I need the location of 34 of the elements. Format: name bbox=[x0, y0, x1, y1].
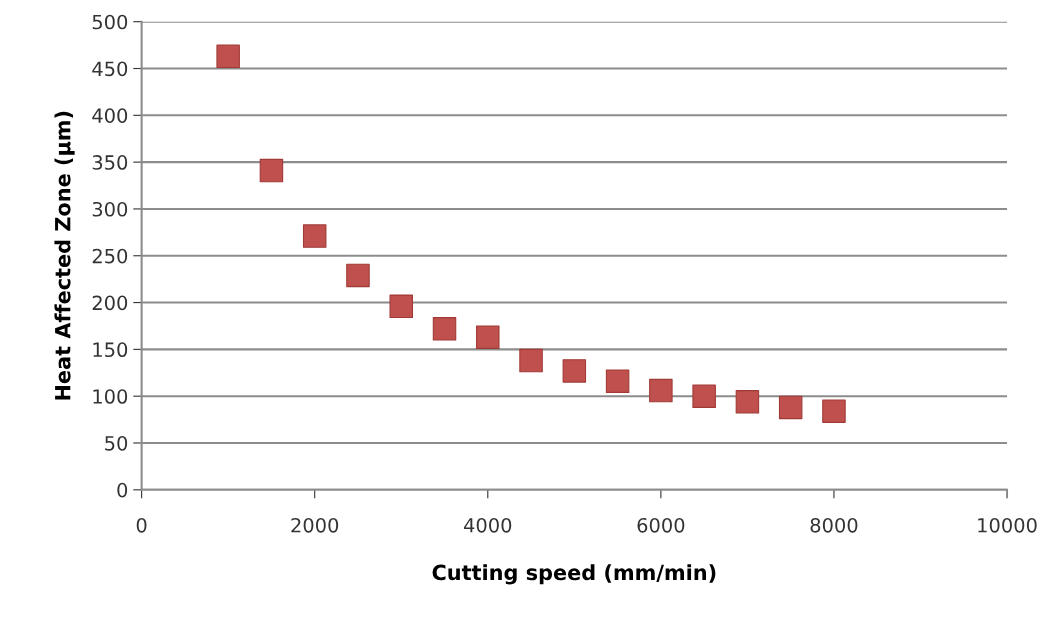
y-tick-label: 200 bbox=[92, 295, 128, 311]
y-tick-label: 400 bbox=[92, 108, 128, 123]
x-axis-title: Cutting speed (mm/min) bbox=[432, 564, 716, 585]
point bbox=[216, 44, 240, 69]
point bbox=[432, 317, 457, 341]
y-tick-label: 500 bbox=[92, 14, 128, 30]
y-tick-label: 0 bbox=[117, 482, 128, 498]
y-tick-label: 450 bbox=[92, 61, 128, 77]
x-tick-label: 6000 bbox=[637, 517, 685, 533]
x-tick-label: 10000 bbox=[978, 517, 1037, 533]
y-tick-label: 300 bbox=[92, 201, 128, 217]
y-tick-label: 50 bbox=[105, 435, 128, 451]
point bbox=[562, 359, 587, 383]
y-tick-label: 100 bbox=[93, 389, 128, 404]
point bbox=[778, 395, 803, 420]
x-tick-label: 2000 bbox=[291, 517, 339, 533]
x-tick-label: 8000 bbox=[810, 517, 858, 533]
point bbox=[519, 348, 543, 373]
x-tick-label: 0 bbox=[136, 517, 147, 533]
point bbox=[605, 369, 630, 393]
point bbox=[302, 224, 327, 248]
y-tick-label: 350 bbox=[92, 155, 128, 170]
y-axis-title: Heat Affected Zone (µm) bbox=[54, 111, 75, 400]
point bbox=[692, 384, 716, 408]
point bbox=[259, 158, 284, 183]
y-tick-label: 250 bbox=[92, 248, 128, 264]
y-tick-label: 150 bbox=[93, 342, 128, 358]
point bbox=[346, 263, 370, 288]
point bbox=[822, 399, 846, 423]
point bbox=[389, 294, 413, 319]
point bbox=[476, 325, 500, 349]
point bbox=[649, 378, 673, 403]
x-tick-label: 4000 bbox=[463, 517, 512, 533]
point bbox=[735, 390, 760, 414]
